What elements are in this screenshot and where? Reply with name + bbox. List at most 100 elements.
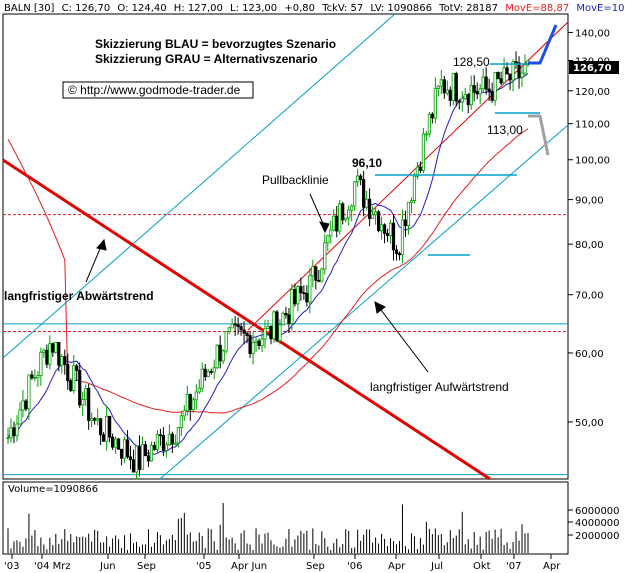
candle-body [93,418,97,421]
candle-body [433,88,437,119]
candle-body [463,94,467,99]
candle-body [323,242,327,270]
candle-body [200,368,204,389]
x-tick-label: Jun [99,561,116,572]
candle-body [442,79,446,94]
candle-body [502,67,506,84]
candle-body [102,434,106,442]
moving-average-blue [7,73,529,455]
candle-body [400,219,405,256]
candle-body [394,249,399,254]
candle-body [75,365,79,371]
candle-body [487,88,491,92]
horizontal-levels [3,214,568,476]
candle-body [69,380,73,391]
channel-lower-line [159,124,569,480]
candle-body [110,436,115,448]
candle-body [388,222,393,236]
candle-body [350,205,354,211]
candle-body [332,215,336,231]
candle-body [496,71,500,80]
candle-body [221,350,225,362]
candle-body [281,313,285,326]
candle-body [45,349,49,365]
price-tick-label: 50,00 [575,418,604,429]
candle-body [170,433,174,445]
candle-body [78,370,82,406]
candle-body [391,222,396,251]
candle-body [302,292,306,295]
candle-body [167,433,171,446]
candle-body [51,343,55,353]
candle-body [427,113,431,135]
price-axis: 140,00130,00120,00110,00100,0090,0080,00… [568,28,610,429]
header-totvol: TotV: 28187 [438,3,498,14]
candle-body [203,368,207,377]
candle-body [517,62,521,78]
volume-label: Volume=1090866 [8,484,98,495]
candle-body [99,418,103,436]
candle-body [161,435,166,451]
label-downtrend: langfristiger Abwärtstrend [4,289,154,303]
candle-body [57,342,61,366]
candle-body [149,445,154,462]
candle-body [406,201,411,227]
price-tick-label: 90,00 [575,196,604,207]
label-uptrend: langfristiger Aufwärtstrend [370,380,509,394]
candle-body [48,343,52,365]
candle-body [96,418,100,421]
candle-body [30,374,34,379]
candle-body [484,76,488,90]
candle-body [230,323,234,329]
channel-upper-line [2,13,396,359]
candle-body [412,175,417,202]
candle-body [254,340,258,344]
candle-body [523,64,527,74]
candle-body [397,253,402,256]
price-tick-label: 80,00 [575,240,604,251]
candle-body [520,72,524,78]
candle-body [236,324,240,328]
candle-body [511,61,515,81]
candle-body [81,399,85,406]
candle-body [314,266,318,281]
label-128-50: 128,50 [453,55,490,69]
candle-body [191,399,195,411]
candle-body [36,375,40,378]
price-tick-label: 120,00 [575,87,610,98]
x-tick-label: '06 [347,561,362,572]
candle-body [430,113,434,119]
candle-body [9,427,13,439]
candle-body [21,400,25,411]
candle-body [329,229,333,237]
candle-body [493,71,497,101]
candle-body [490,90,494,101]
candle-body [308,275,312,303]
candle-body [251,342,255,354]
legend-line-2: Skizzierung GRAU = Alternativszenario [95,52,318,66]
x-tick-label: '03 [4,561,19,572]
candle-body [152,445,157,450]
header-text: BALN [30] C: 126,70 O: 124,40 H: 127,00 … [4,3,625,14]
candle-body [290,289,294,324]
volume-tick-label: 2000000 [575,531,620,542]
candle-body [335,215,339,232]
candle-body [245,332,249,336]
candle-body [194,391,198,401]
candle-body [454,73,458,102]
candle-body [24,400,28,410]
candle-body [418,166,423,171]
url-text: © http://www.godmode-trader.de [68,83,241,97]
volume-tick-label: 4000000 [575,518,620,529]
label-113-00: 113,00 [487,123,523,137]
legend-line-1: Skizzierung BLAU = bevorzugtes Szenario [95,37,336,51]
candle-body [317,279,321,282]
candle-body [370,214,375,220]
candle-body [63,356,67,365]
candle-body [176,427,180,444]
candle-body [185,394,189,412]
candle-body [338,203,342,232]
x-tick-label: '05 [196,561,211,572]
x-tick-label: Apr [543,561,561,572]
